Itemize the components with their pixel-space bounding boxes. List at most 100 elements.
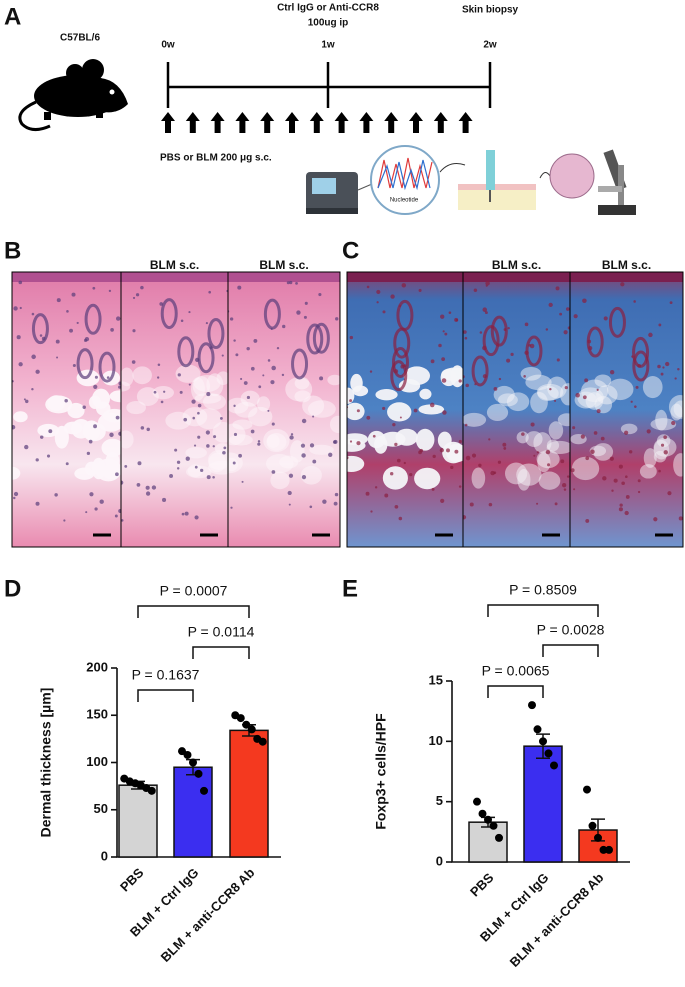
data-point — [594, 833, 602, 842]
nucleus — [418, 450, 422, 455]
nucleus — [440, 498, 445, 504]
nucleus — [390, 294, 395, 299]
fat-cell — [12, 466, 21, 480]
nucleus — [257, 442, 261, 446]
fat-cell — [414, 467, 441, 490]
nucleus — [69, 328, 73, 333]
nucleus — [174, 448, 178, 452]
nucleus — [25, 399, 29, 404]
nucleus — [282, 324, 286, 329]
fat-cell — [266, 434, 280, 449]
nucleus — [582, 298, 587, 303]
nucleus — [609, 370, 615, 375]
nucleus — [56, 356, 59, 359]
fat-cell — [525, 431, 543, 447]
nucleus — [145, 491, 151, 496]
fat-cell — [136, 387, 159, 406]
data-point — [539, 737, 547, 746]
fat-cell — [516, 431, 529, 444]
significance-bracket — [137, 689, 194, 702]
nucleus — [115, 415, 120, 420]
nucleus — [442, 330, 445, 333]
x-tick-label: PBS — [467, 870, 497, 900]
nucleus — [176, 460, 181, 464]
fat-cell — [486, 403, 509, 422]
nucleus — [582, 395, 587, 400]
nucleus — [18, 362, 23, 367]
nucleus — [485, 281, 490, 286]
nucleus — [619, 503, 623, 507]
nucleus — [31, 387, 34, 391]
nucleus — [185, 456, 190, 461]
data-point — [528, 701, 536, 710]
nucleus — [413, 408, 418, 413]
nucleus — [159, 302, 164, 306]
nucleus — [621, 481, 625, 486]
y-axis-title: Dermal thickness [µm] — [38, 688, 54, 838]
nucleus — [465, 383, 469, 388]
nucleus — [64, 399, 68, 403]
nucleus — [13, 306, 18, 311]
panel-label: D — [4, 575, 21, 602]
nucleus — [438, 343, 442, 348]
nucleus — [389, 471, 394, 476]
nucleus — [573, 488, 576, 491]
nucleus — [431, 487, 435, 491]
nucleus — [663, 435, 667, 440]
nucleus — [609, 456, 614, 461]
nucleus — [40, 435, 44, 439]
nucleus — [177, 373, 181, 377]
nucleus — [446, 448, 450, 453]
nucleus — [118, 509, 121, 514]
data-point — [588, 821, 597, 830]
nucleus — [288, 473, 294, 478]
nucleus — [233, 339, 236, 342]
nucleus — [585, 456, 590, 461]
nucleus — [399, 416, 402, 419]
nucleus — [498, 377, 502, 381]
nucleus — [296, 310, 301, 315]
nucleus — [464, 336, 468, 340]
nucleus — [109, 432, 114, 438]
x-tick-label: BLM + anti-CCR8 Ab — [507, 870, 607, 970]
lab-icons: Nucleotide — [306, 145, 636, 215]
y-tick-label: 150 — [86, 707, 108, 722]
fat-cell — [530, 391, 548, 414]
fat-cell — [525, 374, 552, 391]
nucleus — [262, 374, 265, 377]
nucleus — [567, 326, 570, 330]
fat-cell — [347, 433, 368, 446]
nucleus — [488, 438, 491, 441]
fat-cell — [536, 450, 560, 469]
nucleus — [653, 517, 658, 522]
nucleus — [370, 510, 373, 513]
nucleus — [31, 312, 35, 316]
fat-cell — [367, 430, 386, 449]
fat-cell — [415, 428, 435, 451]
nucleus — [365, 491, 370, 496]
nucleus — [547, 463, 551, 467]
nucleus — [665, 361, 670, 367]
follicle — [76, 348, 94, 380]
nucleus — [287, 490, 292, 496]
fat-cell — [585, 392, 604, 410]
nucleus — [93, 424, 97, 429]
nucleus — [223, 446, 227, 450]
nucleus — [290, 433, 294, 436]
epidermis — [347, 272, 463, 282]
nucleus — [465, 455, 471, 461]
nucleus — [232, 461, 236, 465]
nucleus — [281, 373, 285, 377]
nucleus — [233, 404, 236, 407]
follicle — [31, 313, 49, 345]
histology-header: BLM s.c. — [259, 258, 308, 272]
follicle — [197, 342, 215, 374]
fat-cell — [13, 411, 28, 423]
epidermis — [228, 272, 340, 282]
nucleus — [349, 399, 353, 403]
nucleus — [301, 453, 306, 458]
nucleus — [192, 416, 196, 420]
nucleus — [72, 363, 76, 368]
nucleus — [56, 298, 61, 303]
nucleus — [271, 365, 276, 371]
